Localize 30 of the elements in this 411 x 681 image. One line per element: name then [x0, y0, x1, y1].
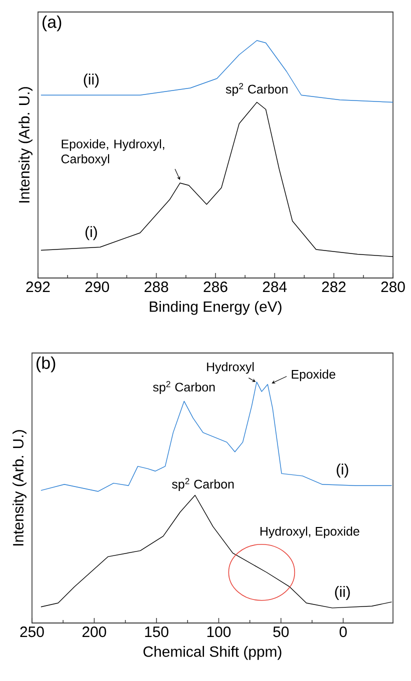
- series-label: (i): [336, 464, 348, 478]
- y-axis-title: Intensity (Arb. U.): [12, 430, 26, 546]
- x-tick-label: 290: [85, 282, 110, 292]
- x-tick-label: 284: [262, 282, 287, 292]
- x-tick-label: 100: [207, 626, 231, 638]
- x-tick-label: 50: [273, 626, 289, 638]
- x-tick-label: 250: [20, 626, 44, 638]
- x-tick-label: 200: [82, 626, 106, 638]
- annotation: sp$^{2}$ Carbon: [172, 478, 234, 492]
- x-tick-label: 292: [26, 282, 50, 292]
- x-tick-label: 282: [322, 282, 346, 292]
- x-axis-title: Chemical Shift (ppm): [144, 646, 282, 660]
- annotation: Hydroxyl, Epoxide: [260, 526, 360, 538]
- x-tick-label: 150: [145, 626, 168, 638]
- annotation: Hydroxyl: [207, 362, 254, 374]
- x-axis-title: Binding Energy (eV): [150, 300, 282, 315]
- series-label: (ii): [335, 586, 350, 600]
- annotation: sp$^{2}$ Carbon: [226, 83, 288, 96]
- annotation: sp$^{2}$ Carbon: [153, 381, 215, 394]
- series-label: (ii): [84, 74, 99, 88]
- x-tick-label: 288: [144, 282, 168, 292]
- annotation: Epoxide: [292, 370, 336, 382]
- chart-title: (a): [42, 16, 62, 32]
- y-axis-title: Intensity (Arb. U.): [18, 87, 32, 202]
- x-tick-label: 286: [204, 282, 228, 292]
- x-tick-label: 0: [340, 626, 347, 638]
- series-label: (i): [86, 226, 97, 240]
- chart-title: (b): [36, 356, 56, 372]
- annotation: Epoxide, Hydroxyl, Carboxyl: [61, 139, 164, 166]
- x-tick-label: 280: [381, 282, 405, 292]
